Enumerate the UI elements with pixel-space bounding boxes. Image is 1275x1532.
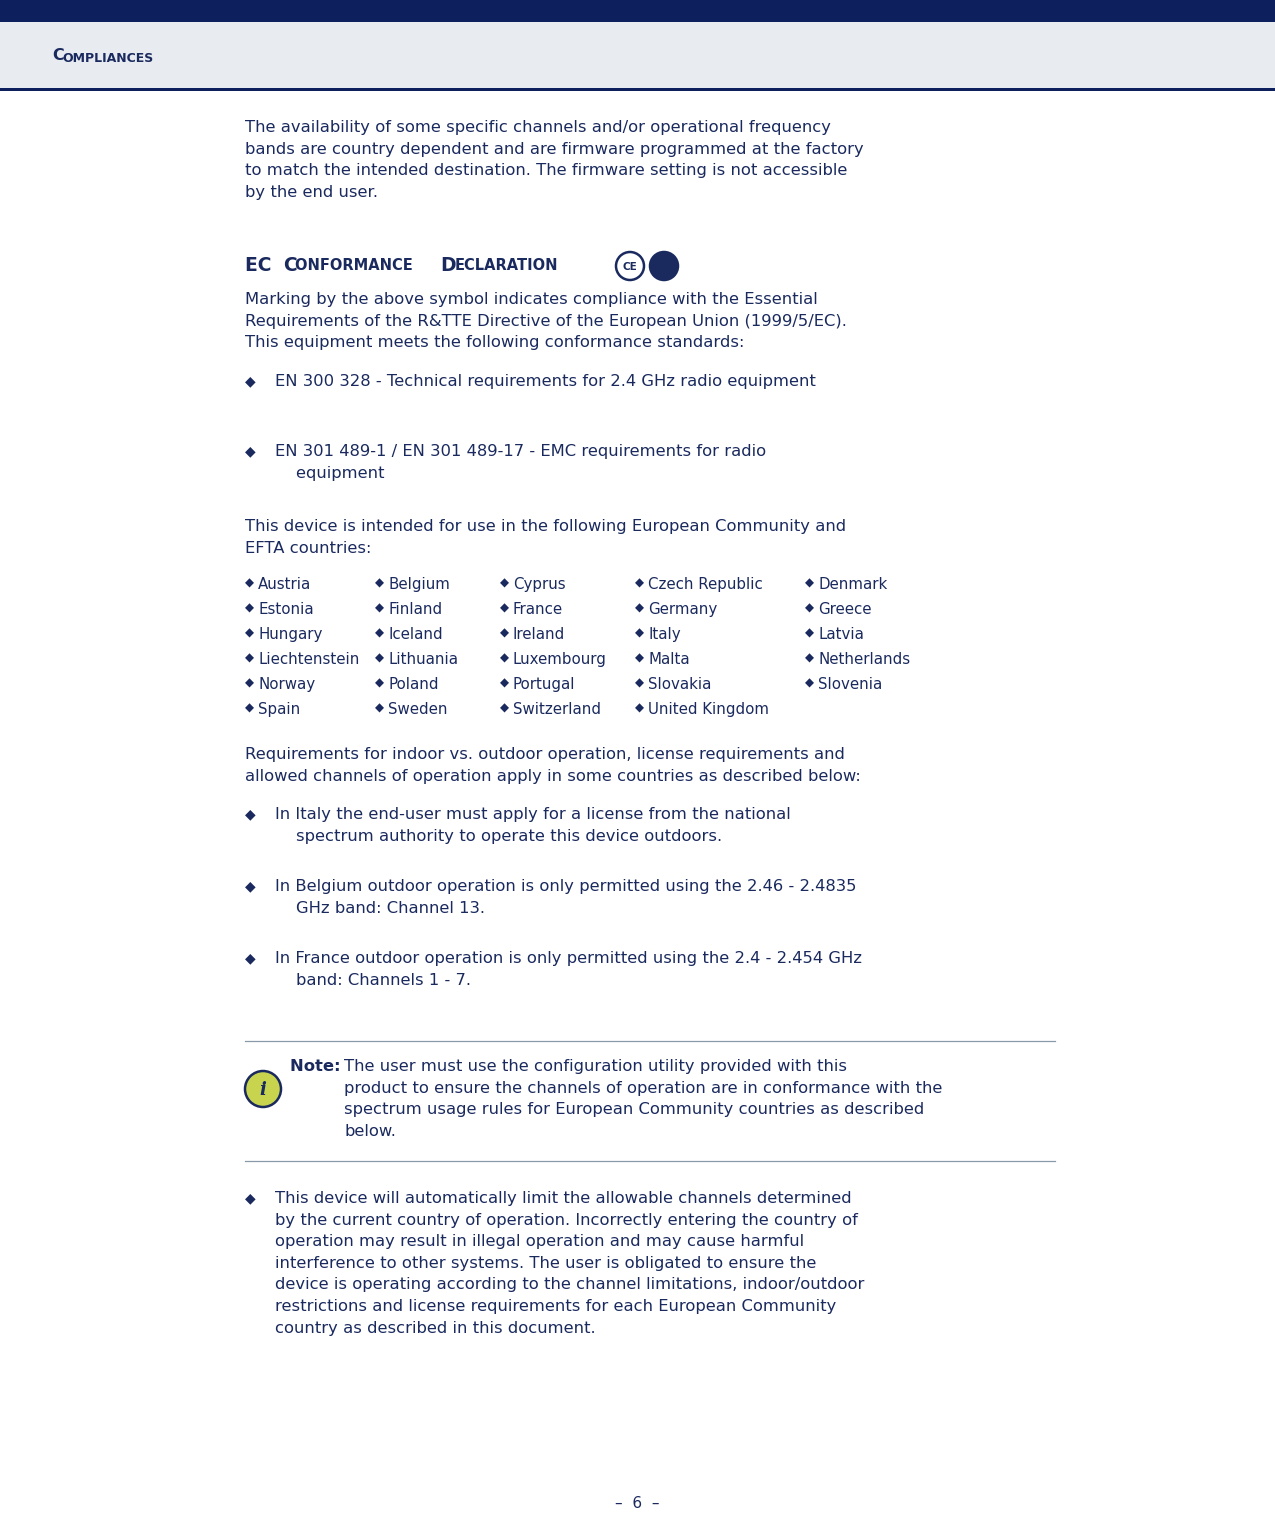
Text: D: D [440,256,455,276]
Text: This device will automatically limit the allowable channels determined
by the cu: This device will automatically limit the… [275,1190,864,1336]
Text: ◆: ◆ [375,677,384,689]
Text: ◆: ◆ [245,702,254,715]
Text: i: i [260,1082,266,1098]
Text: United Kingdom: United Kingdom [648,702,769,717]
Text: EN 300 328 - Technical requirements for 2.4 GHz radio equipment: EN 300 328 - Technical requirements for … [275,374,816,389]
Text: Marking by the above symbol indicates compliance with the Essential
Requirements: Marking by the above symbol indicates co… [245,293,847,351]
Text: ◆: ◆ [245,374,255,388]
Text: ◆: ◆ [245,951,255,965]
Text: ◆: ◆ [635,627,644,640]
Text: In France outdoor operation is only permitted using the 2.4 - 2.454 GHz
    band: In France outdoor operation is only perm… [275,951,862,988]
Text: Note:: Note: [289,1059,347,1074]
Text: Estonia: Estonia [258,602,314,617]
Text: EC: EC [245,256,278,276]
Text: ◆: ◆ [245,578,254,590]
Text: Italy: Italy [648,627,681,642]
Text: Switzerland: Switzerland [513,702,601,717]
Text: Requirements for indoor vs. outdoor operation, license requirements and
allowed : Requirements for indoor vs. outdoor oper… [245,748,861,783]
Text: ◆: ◆ [245,807,255,821]
Text: ◆: ◆ [375,627,384,640]
Text: ◆: ◆ [375,602,384,614]
Circle shape [245,1071,280,1108]
Text: Poland: Poland [388,677,439,692]
Text: ◆: ◆ [500,677,509,689]
Text: Austria: Austria [258,578,311,591]
Text: Malta: Malta [648,653,690,666]
Text: ◆: ◆ [805,653,813,665]
Text: ◆: ◆ [635,653,644,665]
Text: Ireland: Ireland [513,627,565,642]
Text: Cyprus: Cyprus [513,578,566,591]
Text: –  6  –: – 6 – [616,1497,659,1512]
Text: ◆: ◆ [805,677,813,689]
Text: This device is intended for use in the following European Community and
EFTA cou: This device is intended for use in the f… [245,519,847,556]
Text: i: i [662,260,667,274]
Text: ◆: ◆ [245,602,254,614]
Text: ECLARATION: ECLARATION [455,257,558,273]
Text: ◆: ◆ [635,602,644,614]
Text: The availability of some specific channels and/or operational frequency
bands ar: The availability of some specific channe… [245,119,863,199]
Text: ◆: ◆ [245,444,255,458]
Text: ◆: ◆ [245,677,254,689]
Text: ◆: ◆ [245,1190,255,1206]
Text: Finland: Finland [388,602,442,617]
Text: ◆: ◆ [375,653,384,665]
Text: ◆: ◆ [500,702,509,715]
Text: Iceland: Iceland [388,627,442,642]
Text: The user must use the configuration utility provided with this
product to ensure: The user must use the configuration util… [344,1059,942,1138]
FancyBboxPatch shape [0,0,1275,1532]
Text: In Belgium outdoor operation is only permitted using the 2.46 - 2.4835
    GHz b: In Belgium outdoor operation is only per… [275,879,857,916]
Text: C: C [283,256,297,276]
Text: ◆: ◆ [500,653,509,665]
Text: Luxembourg: Luxembourg [513,653,607,666]
Text: ◆: ◆ [245,627,254,640]
Text: ◆: ◆ [805,578,813,590]
FancyBboxPatch shape [0,0,1275,21]
Text: Spain: Spain [258,702,300,717]
Text: In Italy the end-user must apply for a license from the national
    spectrum au: In Italy the end-user must apply for a l… [275,807,790,844]
Text: Denmark: Denmark [819,578,887,591]
Text: ◆: ◆ [635,702,644,715]
Text: Greece: Greece [819,602,872,617]
Circle shape [650,251,678,280]
Text: ONFORMANCE: ONFORMANCE [295,257,418,273]
Text: Czech Republic: Czech Republic [648,578,762,591]
Text: Sweden: Sweden [388,702,448,717]
Text: ◆: ◆ [245,879,255,893]
Text: France: France [513,602,564,617]
Text: Portugal: Portugal [513,677,575,692]
Text: ◆: ◆ [805,602,813,614]
Text: Hungary: Hungary [258,627,323,642]
Text: ◆: ◆ [375,578,384,590]
Text: ◆: ◆ [500,627,509,640]
Text: Latvia: Latvia [819,627,864,642]
FancyBboxPatch shape [0,21,1275,90]
Text: Liechtenstein: Liechtenstein [258,653,360,666]
Text: Slovenia: Slovenia [819,677,882,692]
Text: Slovakia: Slovakia [648,677,711,692]
Text: ◆: ◆ [375,702,384,715]
FancyBboxPatch shape [0,87,1275,90]
Text: ◆: ◆ [500,578,509,590]
Text: ◆: ◆ [500,602,509,614]
Text: OMPLIANCES: OMPLIANCES [62,52,153,64]
Text: Belgium: Belgium [388,578,450,591]
Text: CE: CE [622,262,638,273]
Text: ◆: ◆ [635,677,644,689]
Text: Netherlands: Netherlands [819,653,910,666]
Text: ◆: ◆ [245,653,254,665]
Text: ◆: ◆ [805,627,813,640]
FancyBboxPatch shape [0,90,1275,1532]
Text: EN 301 489-1 / EN 301 489-17 - EMC requirements for radio
    equipment: EN 301 489-1 / EN 301 489-17 - EMC requi… [275,444,766,481]
Text: C: C [52,49,64,63]
Text: Lithuania: Lithuania [388,653,458,666]
Text: ◆: ◆ [635,578,644,590]
Text: Germany: Germany [648,602,718,617]
Text: Norway: Norway [258,677,315,692]
